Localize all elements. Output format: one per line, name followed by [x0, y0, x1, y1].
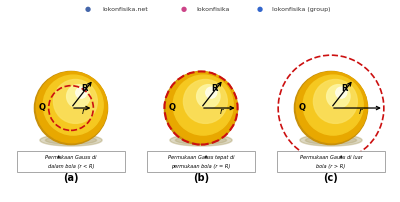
FancyBboxPatch shape	[17, 151, 125, 172]
Text: r: r	[82, 107, 85, 116]
Circle shape	[164, 72, 238, 145]
Circle shape	[296, 72, 367, 143]
Circle shape	[303, 75, 363, 135]
FancyBboxPatch shape	[277, 151, 385, 172]
Ellipse shape	[175, 136, 227, 144]
Text: dalam bola (r < R): dalam bola (r < R)	[48, 164, 94, 169]
Ellipse shape	[45, 136, 97, 144]
Ellipse shape	[40, 134, 102, 146]
Text: Permukaan Gauss di: Permukaan Gauss di	[45, 155, 97, 160]
Circle shape	[314, 80, 357, 123]
Text: lokonfisika (group): lokonfisika (group)	[272, 7, 330, 12]
Circle shape	[206, 87, 217, 98]
Circle shape	[184, 80, 227, 123]
Text: lokonfisika.net: lokonfisika.net	[102, 7, 148, 12]
Text: R: R	[342, 84, 348, 94]
Text: (b): (b)	[193, 173, 209, 183]
Circle shape	[173, 75, 233, 135]
Text: Q: Q	[168, 103, 175, 112]
Circle shape	[34, 72, 108, 145]
Text: (a): (a)	[63, 173, 79, 183]
Text: (c): (c)	[324, 173, 338, 183]
Ellipse shape	[305, 136, 357, 144]
Ellipse shape	[170, 134, 232, 146]
Circle shape	[294, 72, 368, 145]
Text: r: r	[358, 107, 362, 116]
Text: ●: ●	[181, 6, 187, 12]
Circle shape	[36, 72, 107, 143]
Circle shape	[336, 87, 347, 98]
Text: R: R	[82, 84, 88, 94]
Text: ●: ●	[257, 6, 263, 12]
Text: Permukaan Gauss tepat di: Permukaan Gauss tepat di	[168, 155, 234, 160]
Ellipse shape	[300, 134, 362, 146]
Text: Permukaan Gauss di luar: Permukaan Gauss di luar	[300, 155, 362, 160]
Text: permukaan bola (r = R): permukaan bola (r = R)	[171, 164, 231, 169]
Text: bola (r > R): bola (r > R)	[316, 164, 346, 169]
Text: ●: ●	[85, 6, 91, 12]
Circle shape	[67, 85, 90, 108]
FancyBboxPatch shape	[147, 151, 255, 172]
Circle shape	[197, 85, 220, 108]
Text: lokonfisika: lokonfisika	[196, 7, 229, 12]
Circle shape	[43, 75, 103, 135]
Circle shape	[166, 72, 237, 143]
Circle shape	[327, 85, 350, 108]
Text: R: R	[212, 84, 218, 94]
Text: r: r	[219, 107, 223, 116]
Text: Q: Q	[38, 103, 45, 112]
Circle shape	[76, 87, 87, 98]
Text: Q: Q	[298, 103, 305, 112]
Circle shape	[54, 80, 97, 123]
